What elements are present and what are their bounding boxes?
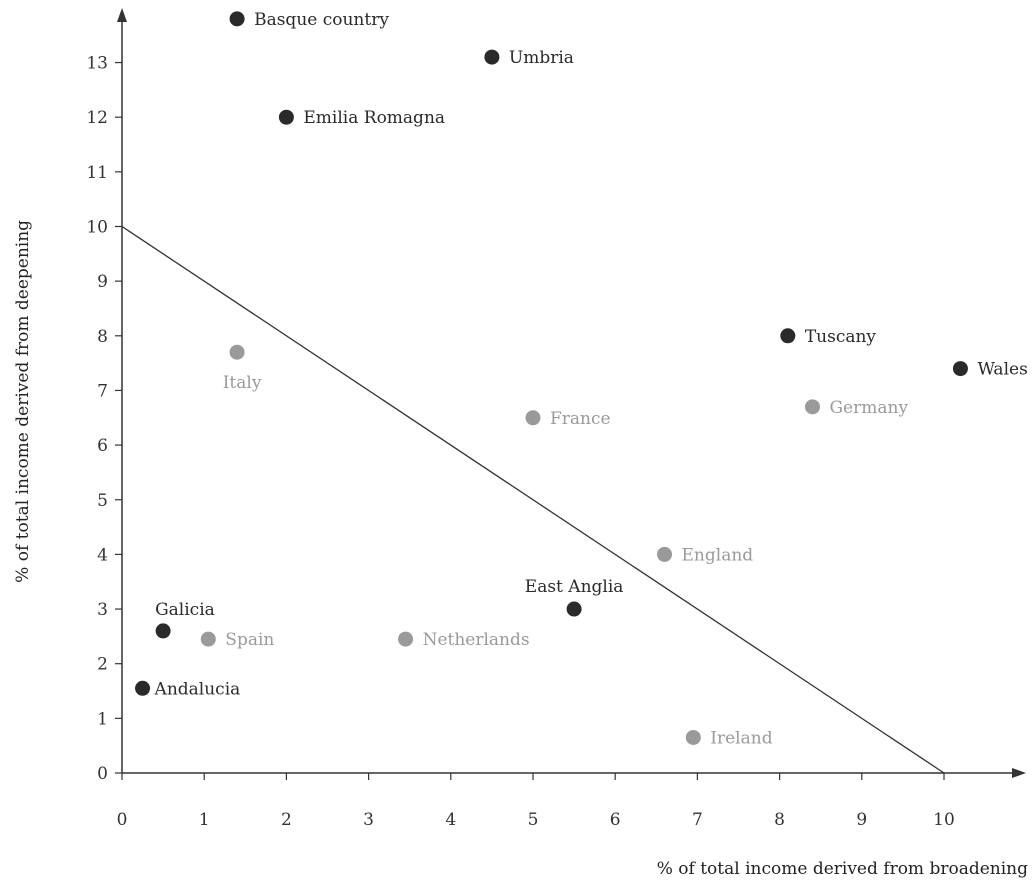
x-tick-label: 7 <box>692 810 703 830</box>
data-point-label: Spain <box>225 630 274 650</box>
x-tick-label: 3 <box>363 810 374 830</box>
y-tick-label: 5 <box>97 491 108 511</box>
x-tick-label: 10 <box>933 810 955 830</box>
y-tick-label: 8 <box>97 327 108 347</box>
data-point <box>685 729 701 745</box>
data-point-label: Emilia Romagna <box>303 108 445 128</box>
y-axis-arrow-icon <box>117 8 127 22</box>
x-tick-label: 2 <box>281 810 292 830</box>
data-point-label: Ireland <box>710 728 772 748</box>
data-point <box>200 631 216 647</box>
data-point <box>657 546 673 562</box>
y-tick-label: 12 <box>86 108 108 128</box>
data-point <box>229 344 245 360</box>
data-point <box>484 49 500 65</box>
data-point-label: East Anglia <box>525 577 624 597</box>
data-point <box>780 328 796 344</box>
data-point <box>398 631 414 647</box>
y-tick-label: 6 <box>97 436 108 456</box>
data-point <box>135 680 151 696</box>
data-point-label: Tuscany <box>805 327 877 347</box>
x-tick-label: 8 <box>774 810 785 830</box>
data-point <box>229 11 245 27</box>
y-tick-label: 10 <box>86 218 108 238</box>
y-tick-label: 4 <box>97 545 108 565</box>
y-tick-label: 7 <box>97 381 108 401</box>
data-points: Basque country Umbria Emilia Romagna Tuscan… <box>135 10 1028 748</box>
y-tick-label: 2 <box>97 655 108 675</box>
data-point-label: Umbria <box>509 48 574 68</box>
data-point-label: England <box>682 545 754 565</box>
data-point-label: Wales <box>977 360 1027 380</box>
x-tick-label: 6 <box>610 810 621 830</box>
data-point-label: Andalucia <box>154 679 241 699</box>
data-point <box>525 410 541 426</box>
data-point <box>952 361 968 377</box>
y-axis-title: % of total income derived from deepening <box>13 220 33 583</box>
y-tick-label: 9 <box>97 272 108 292</box>
x-tick-label: 1 <box>199 810 210 830</box>
x-tick-label: 5 <box>528 810 539 830</box>
y-tick-label: 3 <box>97 600 108 620</box>
data-point-label: Germany <box>829 398 908 418</box>
x-tick-label: 9 <box>856 810 867 830</box>
x-axis-arrow-icon <box>1012 768 1026 778</box>
y-tick-label: 11 <box>86 163 108 183</box>
data-point <box>566 601 582 617</box>
reference-line <box>121 225 945 774</box>
data-point-label: Basque country <box>254 10 389 30</box>
y-tick-label: 0 <box>97 764 108 784</box>
x-axis-title: % of total income derived from broadenin… <box>657 859 1028 879</box>
data-point-label: France <box>550 409 611 429</box>
data-point-label: Netherlands <box>423 630 530 650</box>
y-tick-label: 13 <box>86 54 108 74</box>
data-point <box>804 399 820 415</box>
data-point <box>278 109 294 125</box>
data-point-label: Galicia <box>155 600 215 620</box>
data-point <box>155 623 171 639</box>
data-point-label: Italy <box>223 373 262 393</box>
y-tick-label: 1 <box>97 709 108 729</box>
x-tick-label: 0 <box>117 810 128 830</box>
x-tick-label: 4 <box>445 810 456 830</box>
x-ticks: 0 1 2 3 4 5 6 7 8 9 10 <box>117 773 955 830</box>
